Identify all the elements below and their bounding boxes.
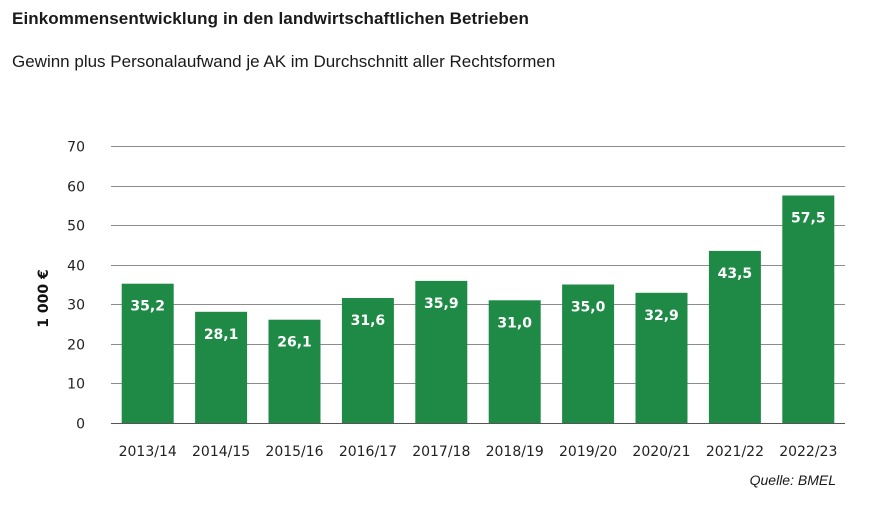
x-tick-label: 2017/18: [412, 444, 470, 460]
bar-value-label: 43,5: [718, 266, 753, 282]
y-axis-label: 1 000 €: [36, 269, 52, 327]
y-tick-label: 30: [67, 298, 85, 314]
x-tick-label: 2020/21: [632, 444, 690, 460]
x-tick-label: 2016/17: [339, 444, 397, 460]
bar: [195, 311, 248, 423]
x-tick-label: 2019/20: [559, 444, 617, 460]
y-tick-label: 20: [67, 338, 85, 354]
x-tick-label: 2022/23: [779, 444, 837, 460]
bar: [488, 300, 541, 423]
bar-value-label: 35,2: [130, 299, 165, 315]
bar-value-label: 35,0: [571, 300, 606, 316]
y-tick-label: 60: [67, 180, 85, 196]
bar-value-labels: 35,2 28,1 26,1 31,6 35,9 31,0 35,0 32,9 43,5 57,5: [130, 211, 825, 351]
chart-subtitle: Gewinn plus Personalaufwand je AK im Dur…: [12, 52, 556, 71]
x-tick-label: 2013/14: [119, 444, 177, 460]
bar: [341, 298, 394, 423]
y-tick-label: 40: [67, 259, 85, 275]
bar-value-label: 31,0: [497, 315, 532, 331]
bar-value-label: 28,1: [204, 327, 239, 343]
y-tick-label: 10: [67, 377, 85, 393]
bar-value-label: 57,5: [791, 211, 826, 227]
bars: [121, 195, 835, 423]
source-note: Quelle: BMEL: [749, 472, 836, 488]
y-axis-ticks: 0 10 20 30 40 50 60 70: [67, 140, 85, 433]
bar: [562, 284, 615, 423]
bar-value-label: 31,6: [351, 313, 386, 329]
y-tick-label: 70: [67, 140, 85, 156]
bar-value-label: 26,1: [277, 335, 312, 351]
bar-value-label: 32,9: [644, 308, 679, 324]
x-tick-label: 2014/15: [192, 444, 250, 460]
bar: [708, 250, 761, 423]
x-tick-label: 2015/16: [265, 444, 323, 460]
x-axis-categories: 2013/14 2014/15 2015/16 2016/17 2017/18 2018/…: [119, 444, 838, 460]
bar: [635, 292, 688, 423]
y-tick-label: 50: [67, 219, 85, 235]
chart-title: Einkommensentwicklung in den landwirtsch…: [12, 9, 529, 28]
x-tick-label: 2018/19: [486, 444, 544, 460]
bar: [121, 283, 174, 423]
x-tick-label: 2021/22: [706, 444, 764, 460]
bar: [268, 319, 321, 423]
bar: [415, 280, 468, 423]
bar-value-label: 35,9: [424, 296, 459, 312]
y-tick-label: 0: [76, 417, 85, 433]
bar: [782, 195, 835, 423]
